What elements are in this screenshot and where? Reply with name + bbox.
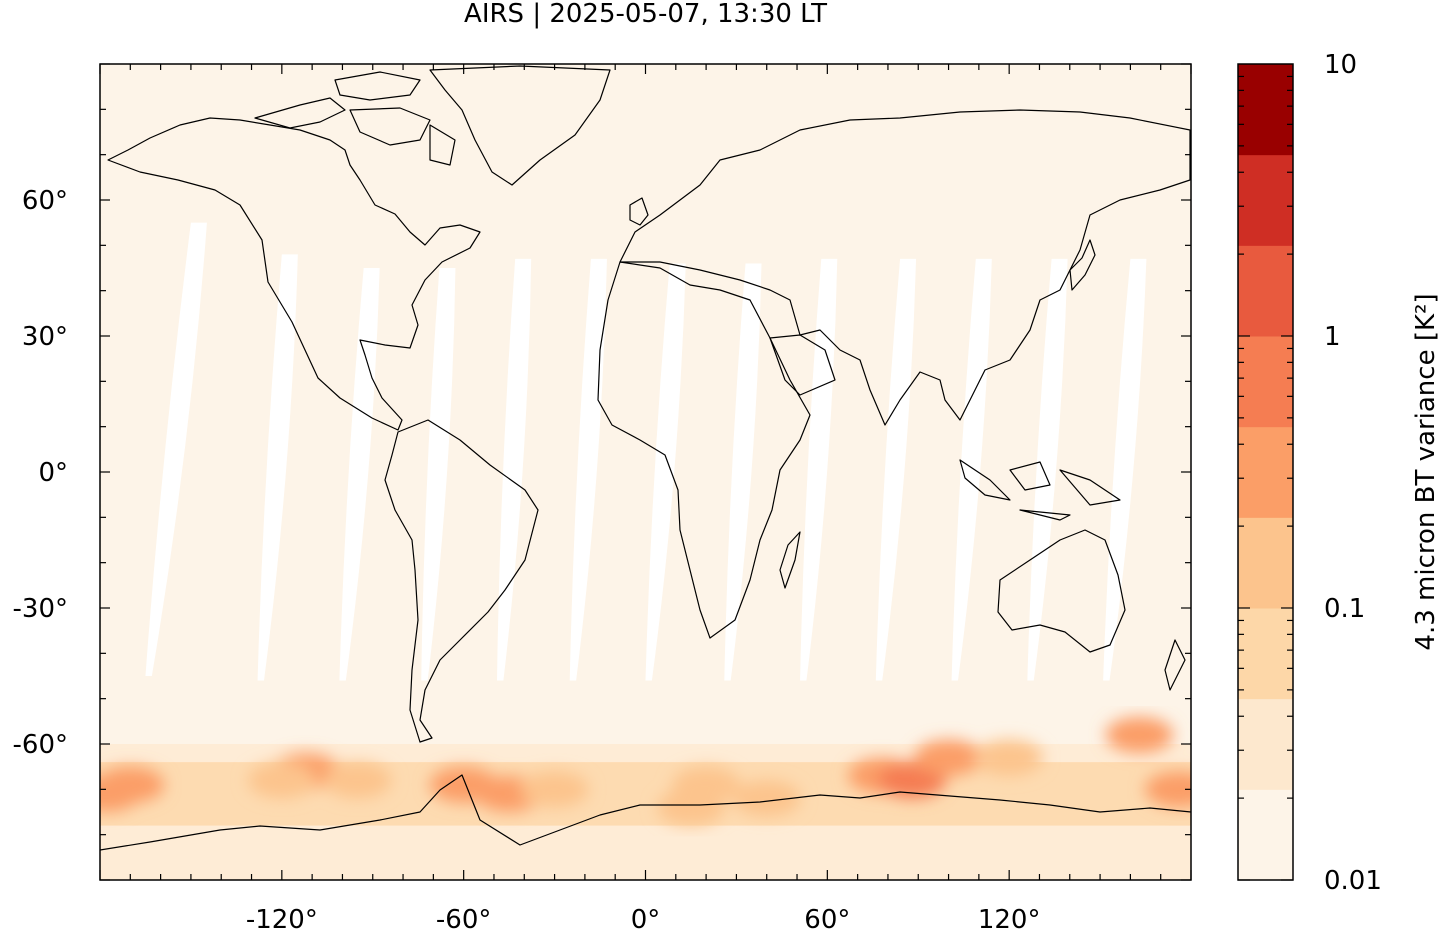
colorbar-segment xyxy=(1238,154,1293,246)
colorbar-tick-label: 1 xyxy=(1324,322,1341,352)
coastline-uk xyxy=(629,197,649,226)
swath-gap xyxy=(569,258,607,681)
coastline-antarctica xyxy=(100,774,1191,851)
swath-gap xyxy=(145,222,207,676)
colorbar-tick-label: 10 xyxy=(1324,50,1357,80)
swath-gap xyxy=(1103,258,1147,681)
coastline-arabia xyxy=(769,334,836,396)
variance-patch xyxy=(1105,716,1174,753)
colorbar-segment xyxy=(1238,608,1293,700)
colorbar-segment xyxy=(1238,426,1293,518)
x-tick-label: 0° xyxy=(631,905,661,930)
map-axes: -120° -60° 0° 60° 120° 60° 30° 0° -30° -60° xyxy=(13,63,1192,930)
swath-gap xyxy=(645,263,686,681)
colorbar-label: 4.3 micron BT variance [K²] xyxy=(1411,293,1441,650)
colorbar-segment xyxy=(1238,336,1293,428)
variance-patch xyxy=(247,762,316,799)
swath-gaps xyxy=(145,222,1147,681)
swath-gap xyxy=(951,258,992,681)
coastline-greenland xyxy=(429,65,611,186)
coastline-arctic-islands xyxy=(254,71,456,166)
x-tick-label: 120° xyxy=(978,905,1041,930)
variance-patch xyxy=(100,775,141,812)
coastline-indonesia xyxy=(959,459,1121,521)
colorbar-segment xyxy=(1238,698,1293,790)
y-tick-label: -30° xyxy=(13,594,68,624)
colorbar-tick-label: 0.01 xyxy=(1324,866,1382,896)
x-tick-label: -60° xyxy=(436,905,491,930)
swath-gap xyxy=(800,258,838,681)
swath-gap xyxy=(257,254,298,681)
swath-gap xyxy=(875,258,917,681)
variance-patch xyxy=(914,739,983,776)
coastline-south-america xyxy=(384,419,539,743)
map-panel: -120° -60° 0° 60° 120° 60° 30° 0° -30° -60° xyxy=(13,63,1192,930)
y-tick-label: 60° xyxy=(22,186,68,216)
y-tick-label: -60° xyxy=(13,730,68,760)
coastline-australia xyxy=(997,529,1126,653)
swath-gap xyxy=(724,263,762,681)
coastline-madagascar xyxy=(779,531,801,589)
variance-patch xyxy=(323,762,392,799)
variance-patch xyxy=(520,771,589,808)
variance-patch xyxy=(975,739,1044,776)
colorbar-segment xyxy=(1238,789,1293,881)
variance-patches xyxy=(100,716,1191,826)
variance-patch xyxy=(1144,771,1191,808)
coastlines xyxy=(100,65,1191,851)
colorbar-segment xyxy=(1238,245,1293,337)
coastline-new-zealand xyxy=(1164,639,1186,691)
colorbar-segment xyxy=(1238,64,1293,156)
swath-gap xyxy=(497,258,532,681)
swath-gap xyxy=(421,268,456,681)
y-tick-label: 0° xyxy=(38,458,68,488)
coastline-north-america xyxy=(107,117,481,431)
x-tick-label: -120° xyxy=(246,905,318,930)
variance-patch xyxy=(732,780,801,817)
y-tick-label: 30° xyxy=(22,322,68,352)
coastline-eurasia xyxy=(619,109,1191,426)
swath-gap xyxy=(1027,258,1068,681)
x-tick-label: 60° xyxy=(804,905,850,930)
coastline-japan xyxy=(1069,239,1096,291)
colorbar-tick-label: 0.1 xyxy=(1324,594,1365,624)
map-title: AIRS | 2025-05-07, 13:30 LT xyxy=(464,0,827,29)
variance-patch xyxy=(672,766,741,803)
colorbar-segment xyxy=(1238,517,1293,609)
coastline-africa xyxy=(597,261,811,639)
colorbar: 10 1 0.1 0.01 4.3 micron BT variance [K²] xyxy=(1237,50,1441,896)
